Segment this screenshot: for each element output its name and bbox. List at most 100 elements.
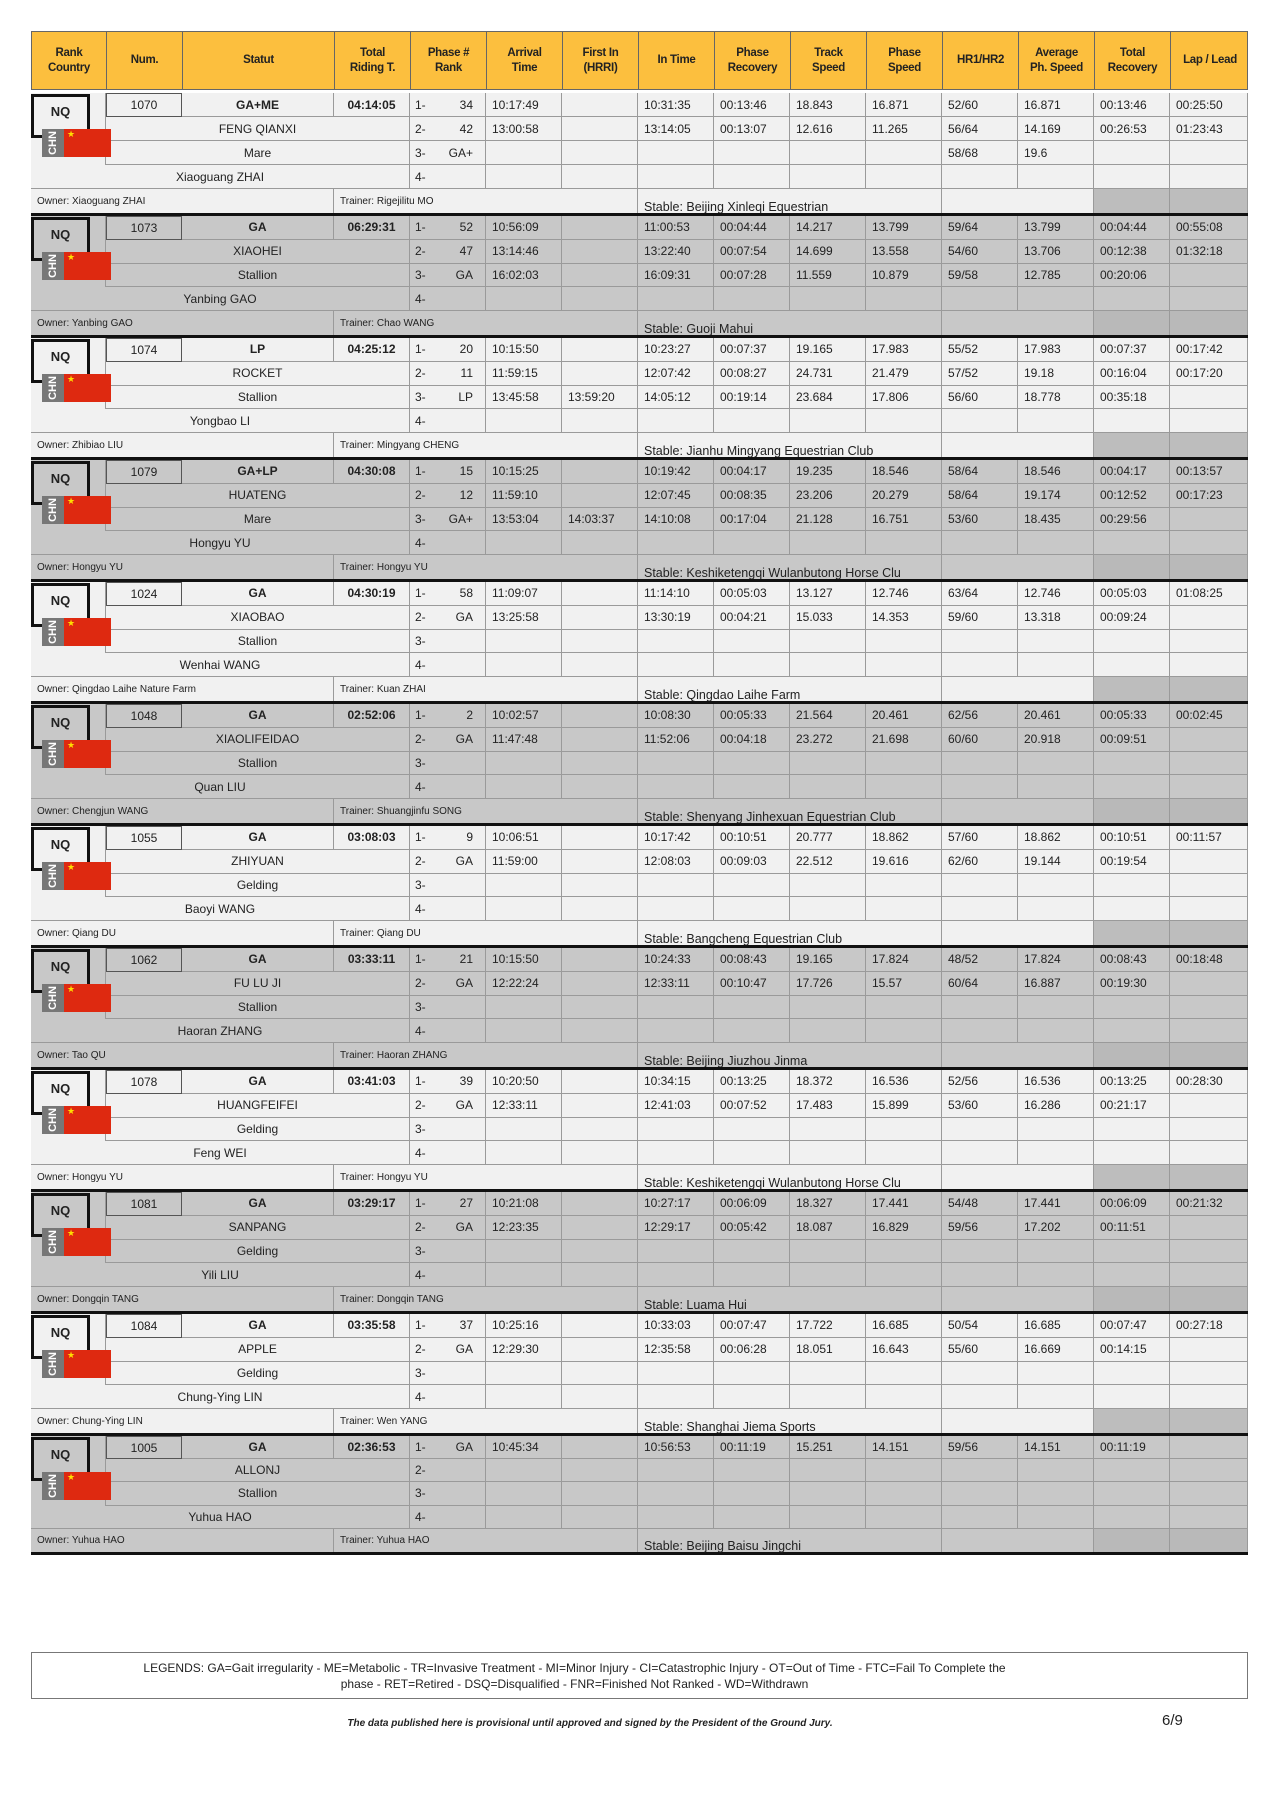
phase-rank-cell: 2- GA	[410, 971, 486, 996]
total-riding-time: 04:25:12	[334, 338, 410, 362]
arrival-time: 10:15:50	[486, 948, 562, 972]
in-time: 13:30:19	[638, 605, 714, 630]
rank-country-cell: NQ CHN ★	[31, 93, 111, 165]
total-recovery	[1094, 1239, 1170, 1264]
trainer: Trainer: Haoran ZHANG	[334, 1043, 638, 1067]
total-recovery: 00:19:30	[1094, 971, 1170, 996]
total-riding-time: 03:35:58	[334, 1314, 410, 1338]
first-in	[562, 897, 638, 922]
horse-name: FENG QIANXI	[106, 117, 410, 141]
average-speed	[1018, 775, 1094, 800]
phase-recovery	[714, 1459, 790, 1483]
lap-lead	[1170, 385, 1248, 410]
phase-recovery: 00:04:17	[714, 460, 790, 484]
entry-block: NQ CHN ★ 1078 GA 03:41:03 HUANGFEIFEI Gelding Fe…	[31, 1067, 1248, 1189]
phase-rank-cell: 1- 9	[410, 826, 486, 850]
phase-label: 3-	[415, 1121, 426, 1136]
phase-speed	[866, 1459, 942, 1483]
arrival-time: 10:21:08	[486, 1192, 562, 1216]
column-header-statut: Statut	[183, 32, 335, 89]
trainer: Trainer: Dongqin TANG	[334, 1287, 638, 1311]
phase-recovery	[714, 995, 790, 1020]
track-speed	[790, 629, 866, 654]
rank-country-cell: NQ CHN ★	[31, 338, 111, 410]
empty-cell	[1170, 1165, 1248, 1189]
phase-rank-cell: 3-	[410, 873, 486, 898]
phase-label: 4-	[415, 169, 426, 184]
in-time	[638, 995, 714, 1020]
empty-cell	[1094, 1528, 1170, 1552]
arrival-time	[486, 1482, 562, 1506]
in-time	[638, 1239, 714, 1264]
phase-rank-cell: 3-	[410, 1117, 486, 1142]
horse-gender: Stallion	[106, 1482, 410, 1506]
average-speed	[1018, 165, 1094, 189]
hr	[942, 287, 1018, 312]
phase-speed: 19.616	[866, 849, 942, 874]
phase-recovery: 00:11:19	[714, 1436, 790, 1460]
china-flag-icon: CHN ★	[42, 618, 111, 646]
phase-rank-cell: 1- 27	[410, 1192, 486, 1216]
lap-lead	[1170, 1385, 1248, 1410]
bib-number: 1079	[106, 460, 182, 484]
in-time: 10:27:17	[638, 1192, 714, 1216]
phase-rank-cell: 1- 52	[410, 216, 486, 240]
phase-label: 3-	[415, 267, 426, 282]
total-recovery: 00:09:24	[1094, 605, 1170, 630]
arrival-time	[486, 1505, 562, 1529]
first-in	[562, 361, 638, 386]
phase-rank: 34	[459, 97, 473, 112]
phase-speed	[866, 1505, 942, 1529]
phase-rank-cell: 3- GA	[410, 263, 486, 288]
phase-speed: 17.983	[866, 338, 942, 362]
country-code: CHN	[47, 1352, 59, 1376]
lap-lead	[1170, 995, 1248, 1020]
statut: GA	[182, 1314, 334, 1338]
bib-number: 1024	[106, 582, 182, 606]
phase-rank-cell: 4-	[410, 775, 486, 800]
lap-lead: 00:11:57	[1170, 826, 1248, 850]
lap-lead	[1170, 1482, 1248, 1506]
phase-recovery: 00:04:21	[714, 605, 790, 630]
arrival-time: 11:59:00	[486, 849, 562, 874]
in-time	[638, 1482, 714, 1506]
phase-label: 2-	[415, 1463, 426, 1478]
lap-lead	[1170, 1239, 1248, 1264]
horse-gender: Gelding	[106, 1239, 410, 1264]
column-header-average-speed: Average Ph. Speed	[1019, 32, 1095, 89]
phase-label: 4-	[415, 657, 426, 672]
china-flag-icon: CHN ★	[42, 496, 111, 524]
empty-cell	[1094, 433, 1170, 457]
hr: 59/60	[942, 605, 1018, 630]
arrival-time: 13:00:58	[486, 117, 562, 141]
country-code: CHN	[47, 1108, 59, 1132]
track-speed	[790, 1505, 866, 1529]
stable: Stable: Shenyang Jinhexuan Equestrian Cl…	[638, 799, 942, 823]
phase-rank-cell: 1- 37	[410, 1314, 486, 1338]
star-icon: ★	[67, 618, 76, 628]
average-speed: 16.286	[1018, 1093, 1094, 1118]
phase-speed: 13.799	[866, 216, 942, 240]
first-in	[562, 849, 638, 874]
arrival-time	[486, 995, 562, 1020]
average-speed: 18.546	[1018, 460, 1094, 484]
phase-rank-cell: 4-	[410, 531, 486, 556]
trainer: Trainer: Rigejilitu MO	[334, 189, 638, 213]
track-speed	[790, 1385, 866, 1410]
in-time: 16:09:31	[638, 263, 714, 288]
trainer: Trainer: Kuan ZHAI	[334, 677, 638, 701]
trainer: Trainer: Wen YANG	[334, 1409, 638, 1433]
hr: 56/60	[942, 385, 1018, 410]
hr: 60/64	[942, 971, 1018, 996]
phase-speed: 16.829	[866, 1215, 942, 1240]
phase-speed: 11.265	[866, 117, 942, 141]
total-recovery: 00:26:53	[1094, 117, 1170, 141]
owner: Owner: Yanbing GAO	[31, 311, 334, 335]
in-time	[638, 897, 714, 922]
phase-speed	[866, 1482, 942, 1506]
phase-rank: GA	[455, 1342, 473, 1357]
phase-speed	[866, 287, 942, 312]
trainer: Trainer: Yuhua HAO	[334, 1528, 638, 1552]
phase-speed: 15.899	[866, 1093, 942, 1118]
first-in	[562, 653, 638, 678]
